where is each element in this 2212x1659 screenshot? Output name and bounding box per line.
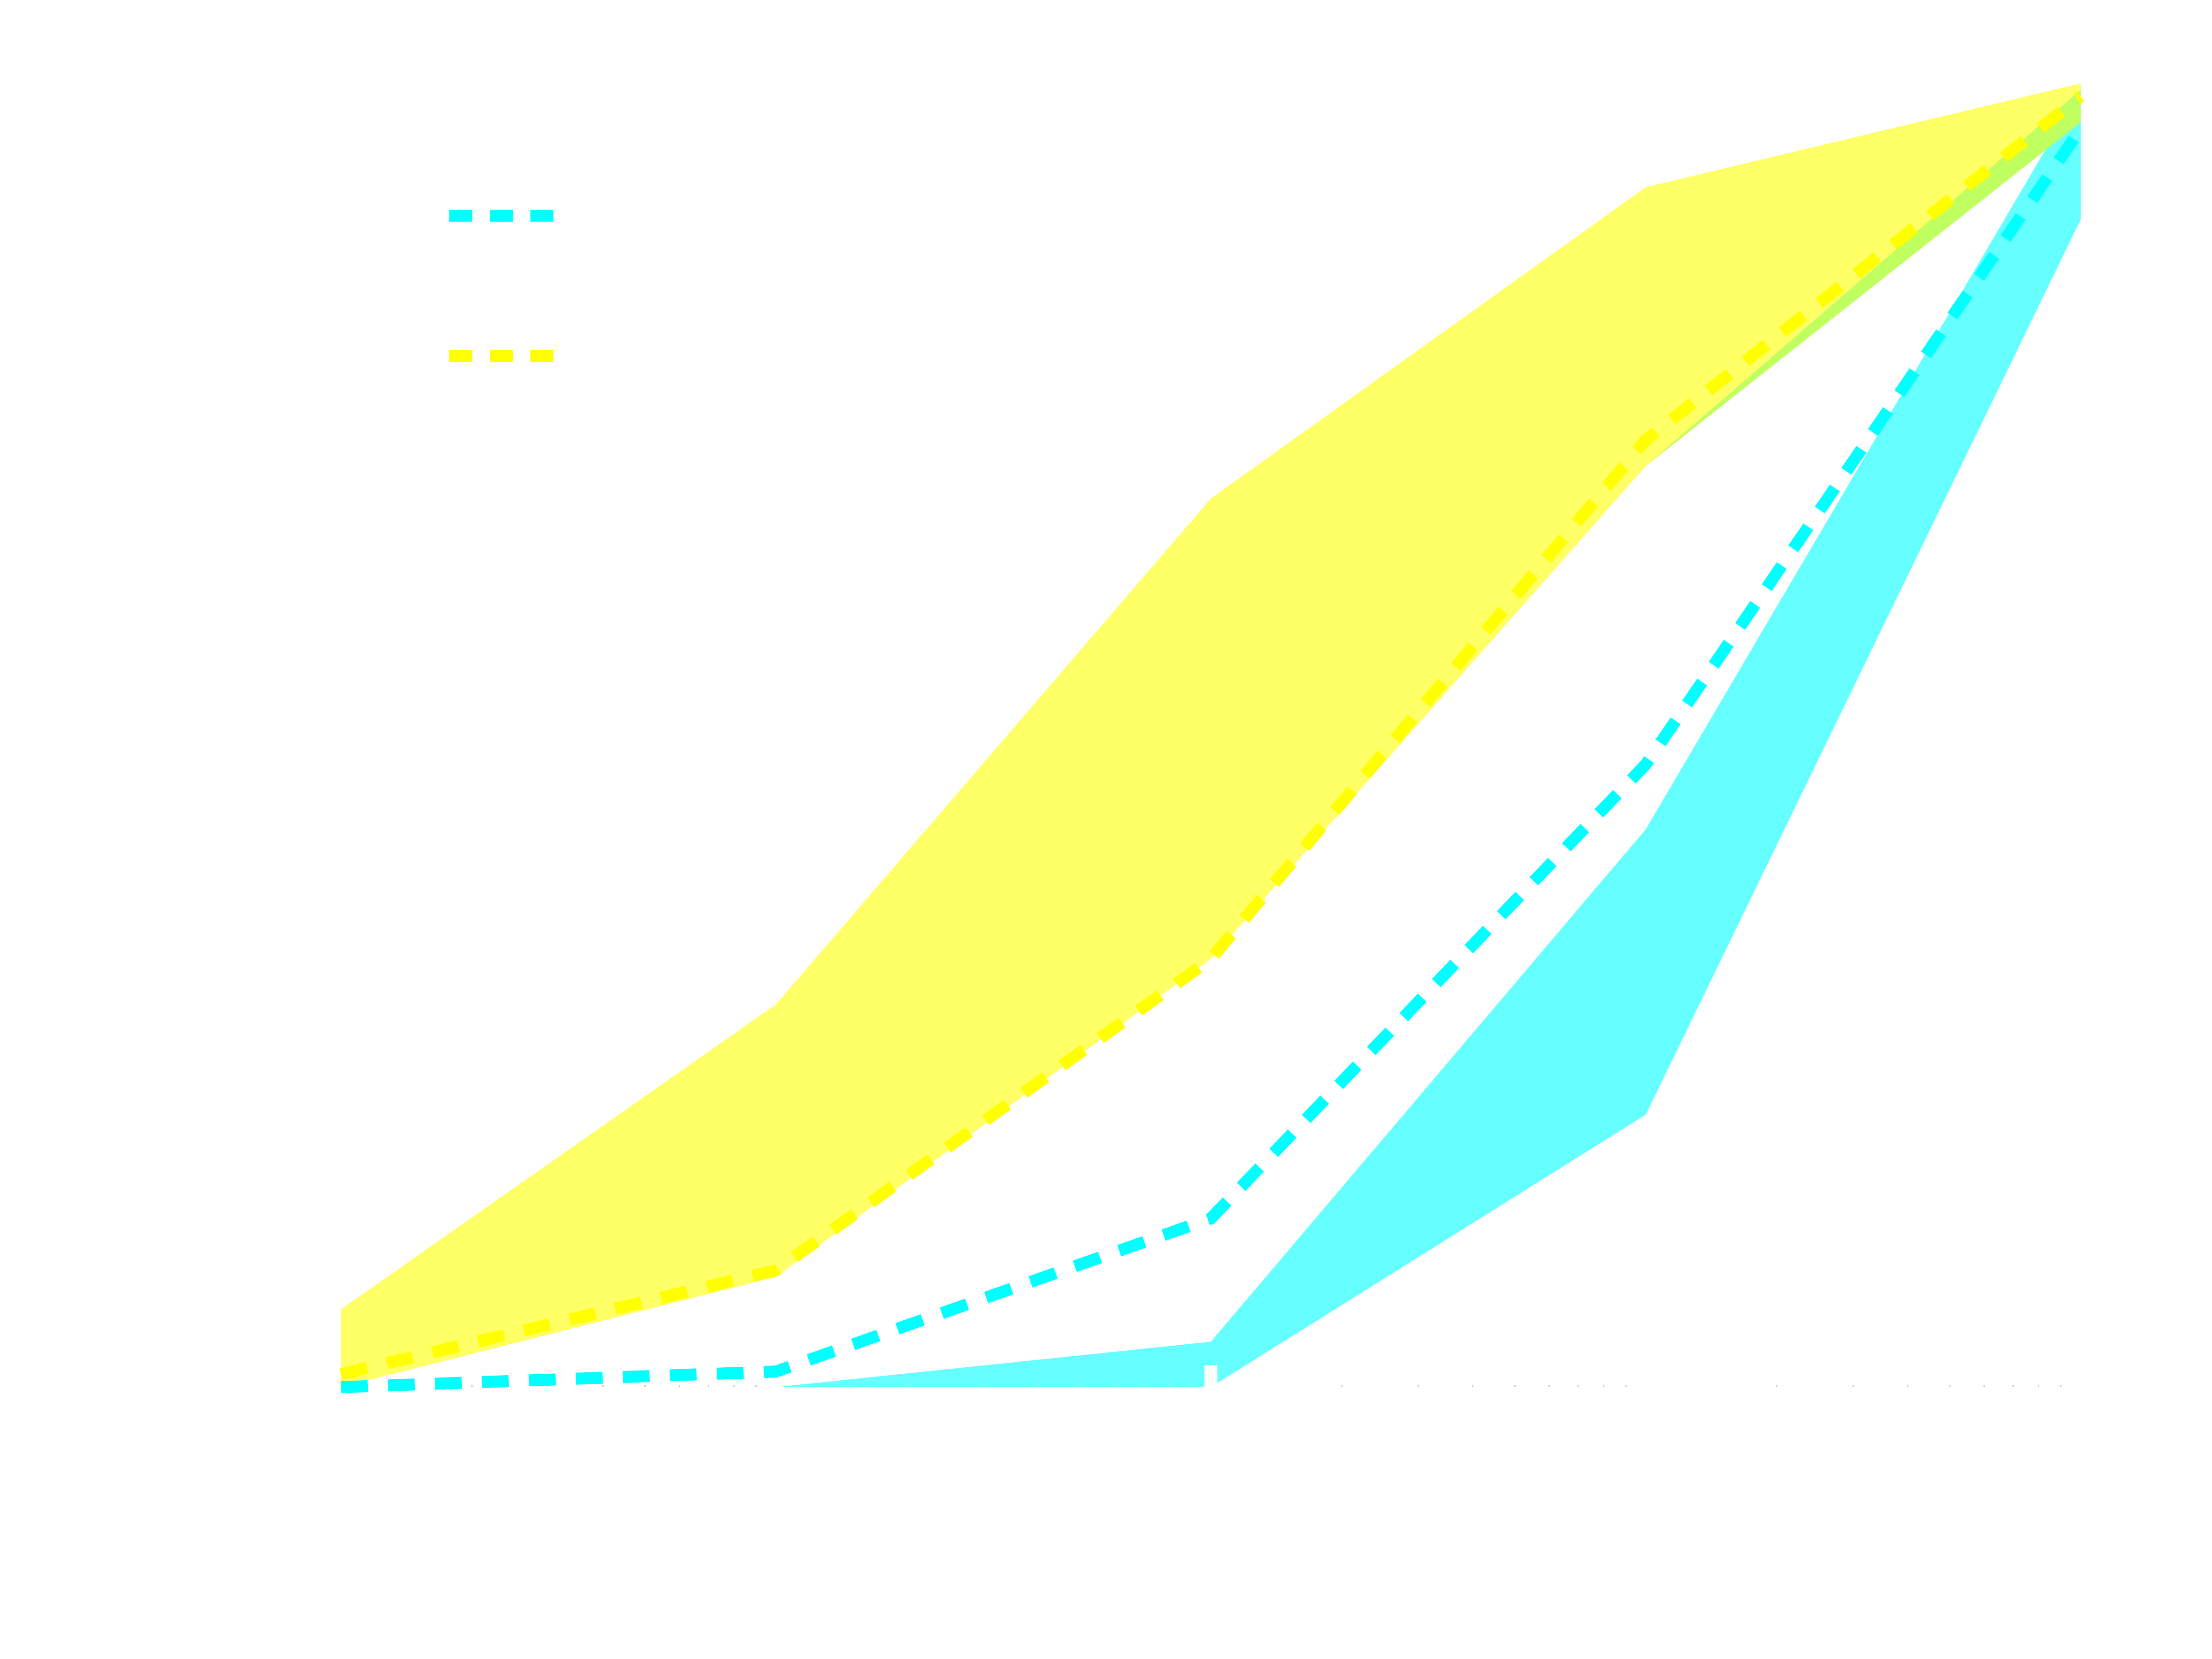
band-series-2 — [341, 83, 2081, 1387]
mean-line-series-2 — [339, 91, 2085, 1380]
mean-line-layer — [339, 91, 2086, 1393]
x-tick-layer — [471, 1365, 2062, 1387]
legend — [449, 210, 569, 362]
x-major-tick — [1204, 1365, 1218, 1387]
band-series-1 — [341, 90, 2081, 1387]
band-layer — [341, 83, 2081, 1387]
mean-line-series-1 — [341, 125, 2086, 1393]
